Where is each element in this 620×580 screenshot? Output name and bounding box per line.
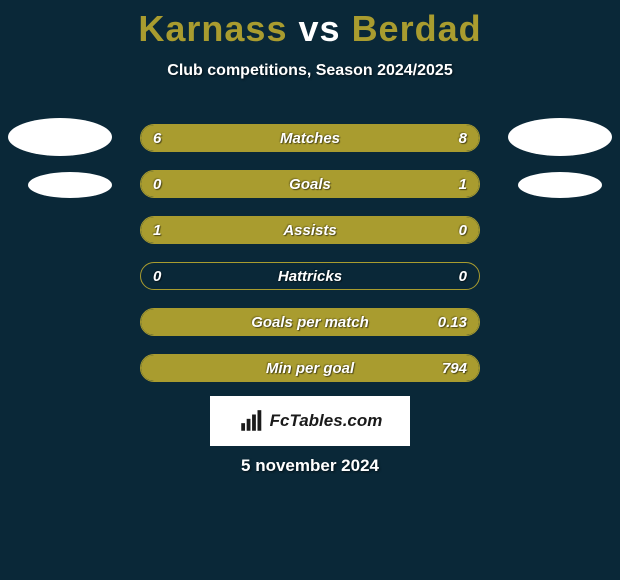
stat-label: Goals per match xyxy=(141,309,479,335)
stat-label: Assists xyxy=(141,217,479,243)
player1-logo-primary xyxy=(8,118,112,156)
stat-label: Matches xyxy=(141,125,479,151)
comparison-title: Karnass vs Berdad xyxy=(0,0,620,50)
subtitle: Club competitions, Season 2024/2025 xyxy=(0,62,620,80)
player1-logo-secondary xyxy=(28,172,112,198)
stat-row: 10Assists xyxy=(140,216,480,244)
stat-label: Goals xyxy=(141,171,479,197)
player1-name: Karnass xyxy=(138,8,287,49)
player2-logo-secondary xyxy=(518,172,602,198)
stat-label: Hattricks xyxy=(141,263,479,289)
stat-row: 0.13Goals per match xyxy=(140,308,480,336)
source-badge-text: FcTables.com xyxy=(270,411,383,431)
stat-row: 68Matches xyxy=(140,124,480,152)
stat-row: 00Hattricks xyxy=(140,262,480,290)
source-badge: FcTables.com xyxy=(210,396,410,446)
player2-name: Berdad xyxy=(352,8,482,49)
chart-icon xyxy=(238,408,264,434)
date-label: 5 november 2024 xyxy=(0,456,620,476)
stat-row: 794Min per goal xyxy=(140,354,480,382)
stat-label: Min per goal xyxy=(141,355,479,381)
stat-rows: 68Matches 01Goals 10Assists 00Hattricks 0.13… xyxy=(140,124,480,400)
vs-separator: vs xyxy=(299,8,341,49)
player2-logo-primary xyxy=(508,118,612,156)
stat-row: 01Goals xyxy=(140,170,480,198)
